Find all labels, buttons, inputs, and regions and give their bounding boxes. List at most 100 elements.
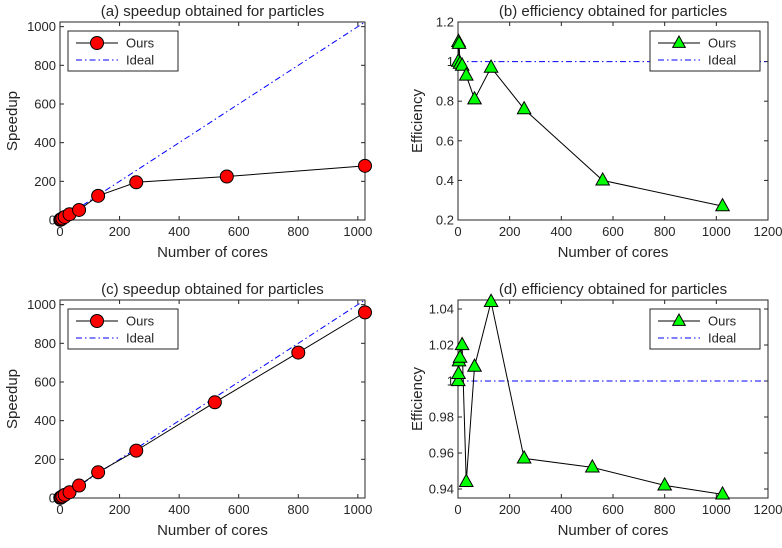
- x-tick-label: 800: [287, 224, 309, 239]
- chart-title-a: (a) speedup obtained for particles: [101, 3, 324, 20]
- panel-a: (a) speedup obtained for particles 0 200 40…: [4, 3, 372, 261]
- y-tick-label: 1000: [27, 19, 56, 34]
- x-tick-label: 600: [228, 502, 250, 517]
- legend-box: [649, 30, 761, 72]
- x-tick-label: 800: [654, 502, 676, 517]
- x-tick-label: 1000: [343, 502, 372, 517]
- y-tick-label: 0.4: [436, 173, 454, 188]
- legend-marker: [671, 34, 687, 48]
- x-tick-label: 600: [602, 224, 624, 239]
- y-tick-label: 0: [49, 213, 56, 228]
- y-axis-label-a: Speedup: [4, 91, 21, 151]
- y-tick-label: 400: [34, 413, 56, 428]
- x-tick-label: 1000: [343, 224, 372, 239]
- x-tick-label: 200: [109, 502, 131, 517]
- panel-d: (d) efficiency obtained for particles 0 20…: [409, 281, 782, 539]
- data-point: [91, 465, 106, 480]
- y-tick-label: 0.94: [429, 482, 454, 497]
- chart-title-b: (b) efficiency obtained for particles: [499, 3, 727, 20]
- y-tick-label: 400: [34, 135, 56, 150]
- y-tick-label: 1.2: [436, 15, 454, 30]
- data-point: [483, 59, 499, 73]
- x-tick-label: 800: [654, 224, 676, 239]
- data-point: [516, 100, 532, 115]
- legend-box: [67, 30, 179, 72]
- y-tick-label: 0.6: [436, 133, 454, 148]
- x-tick-label: 200: [499, 224, 521, 239]
- y-tick-label: 600: [34, 96, 56, 111]
- data-point: [452, 349, 468, 363]
- data-point: [129, 443, 144, 458]
- y-tick-label: 0.96: [429, 446, 454, 461]
- legend-marker: [90, 36, 104, 50]
- data-point: [450, 372, 466, 387]
- x-tick-label: 0: [56, 224, 63, 239]
- legend-label: Ideal: [708, 53, 736, 68]
- y-tick-label: 800: [34, 58, 56, 73]
- y-tick-label: 600: [34, 374, 56, 389]
- data-point: [207, 395, 222, 410]
- legend-marker: [671, 312, 687, 326]
- data-point: [72, 478, 87, 493]
- y-tick-label: 1: [447, 374, 454, 389]
- x-tick-label: 400: [168, 502, 190, 517]
- x-tick-label: 1200: [754, 224, 782, 239]
- x-tick-label: 1000: [702, 224, 731, 239]
- x-tick-label: 1000: [702, 502, 731, 517]
- x-axis-label-a: Number of cores: [157, 244, 268, 261]
- data-point: [714, 485, 731, 500]
- legend-d: Ours Ideal: [649, 308, 761, 350]
- x-axis-label-d: Number of cores: [558, 522, 669, 539]
- x-tick-label: 0: [454, 224, 461, 239]
- y-axis-label-b: Efficiency: [409, 89, 426, 153]
- legend-label: Ours: [126, 36, 155, 51]
- y-tick-label: 0: [49, 491, 56, 506]
- data-point: [483, 293, 499, 307]
- x-tick-label: 600: [602, 502, 624, 517]
- x-tick-label: 400: [168, 224, 190, 239]
- chart-title-d: (d) efficiency obtained for particles: [499, 281, 727, 298]
- data-point: [584, 458, 600, 473]
- panel-b: (b) efficiency obtained for particles 0 20…: [409, 3, 782, 261]
- x-tick-label: 800: [287, 502, 309, 517]
- legend-label: Ideal: [708, 331, 736, 346]
- x-tick-label: 0: [56, 502, 63, 517]
- data-point: [219, 169, 234, 184]
- data-point: [358, 305, 372, 320]
- data-point: [466, 90, 483, 105]
- y-tick-label: 200: [34, 174, 56, 189]
- data-point: [129, 175, 144, 190]
- data-point: [458, 473, 474, 487]
- data-point: [458, 66, 474, 81]
- legend-marker: [90, 314, 104, 328]
- legend-box: [649, 308, 761, 350]
- y-axis-label-d: Efficiency: [409, 367, 426, 431]
- data-point: [291, 345, 306, 360]
- legend-a: Ours Ideal: [67, 30, 179, 72]
- data-point: [714, 197, 731, 212]
- data-point: [72, 202, 87, 217]
- data-point: [91, 188, 106, 203]
- x-tick-label: 200: [499, 502, 521, 517]
- x-tick-label: 400: [550, 224, 572, 239]
- data-point: [466, 358, 483, 372]
- data-point: [451, 35, 467, 49]
- y-tick-label: 0.98: [429, 410, 454, 425]
- y-tick-label: 200: [34, 452, 56, 467]
- chart-title-c: (c) speedup obtained for particles: [101, 281, 324, 298]
- x-axis-label-b: Number of cores: [558, 244, 669, 261]
- x-tick-label: 1200: [754, 502, 782, 517]
- y-tick-label: 1: [447, 54, 454, 69]
- data-point: [454, 57, 470, 71]
- legend-label: Ours: [708, 314, 737, 329]
- x-tick-label: 400: [550, 502, 572, 517]
- y-tick-label: 1.04: [429, 302, 454, 317]
- data-point: [595, 171, 611, 186]
- panel-c: (c) speedup obtained for particles 0 200 40…: [4, 281, 372, 539]
- y-tick-label: 1.02: [429, 338, 454, 353]
- data-point: [516, 449, 532, 464]
- legend-label: Ours: [126, 314, 155, 329]
- y-tick-label: 1000: [27, 297, 56, 312]
